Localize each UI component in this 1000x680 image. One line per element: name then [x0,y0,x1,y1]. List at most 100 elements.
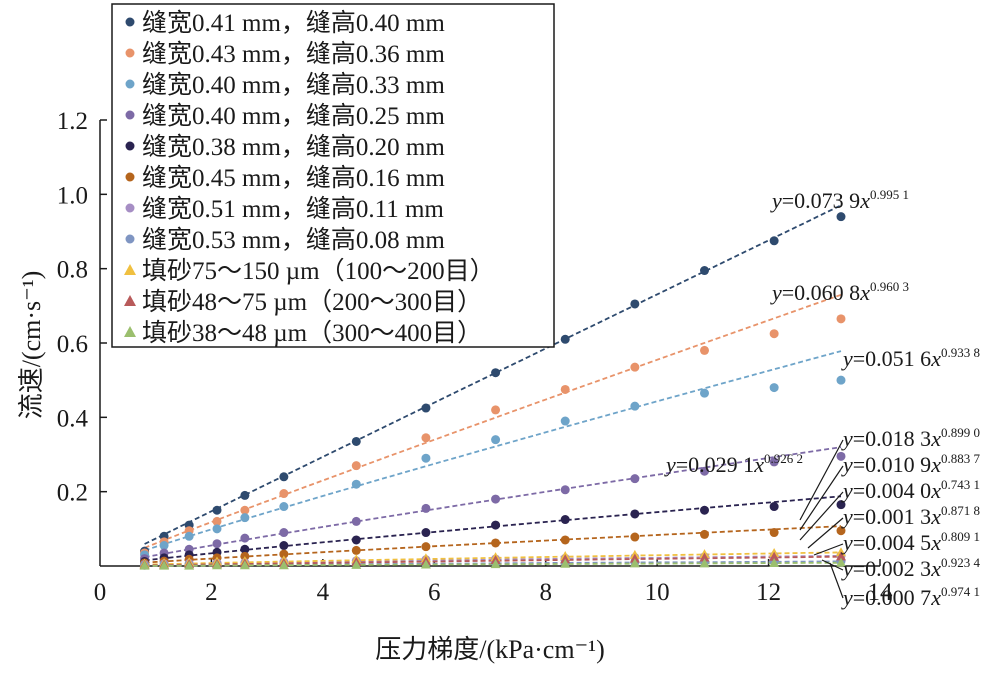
data-point-series-2 [836,314,846,324]
fit-equation-5: y=0.018 3x0.899 0 [841,425,980,451]
data-point-series-6 [769,528,779,538]
fit-line-series-2 [144,293,842,549]
fit-coefficient: =0.010 9 [853,452,931,477]
fit-x-var: x [930,556,941,581]
y-axis-label: 流速/(cm·s⁻¹) [17,271,46,420]
data-point-series-6 [351,545,361,555]
legend-marker-circle [125,48,135,58]
data-point-series-10 [836,551,846,561]
fit-equation-1: y=0.073 9x0.995 1 [770,187,909,213]
data-point-series-3 [491,435,501,445]
data-point-series-1 [769,236,779,246]
fit-equation-labels: y=0.073 9x0.995 1 y=0.060 8x0.960 3 y=0.05… [664,187,980,610]
data-point-series-3 [560,416,570,426]
fit-exponent: 0.871 8 [941,503,980,518]
fit-x-var: x [930,530,941,555]
data-point-series-11 [769,558,780,568]
fit-y-var: y [841,346,853,371]
fit-y-var: y [841,504,853,529]
data-point-series-5 [240,544,250,554]
data-point-series-5 [279,541,289,551]
data-point-series-4 [421,503,431,513]
fit-x-var: x [753,452,764,477]
data-point-series-2 [700,345,709,355]
data-point-series-4 [700,466,709,476]
legend-box [111,3,555,348]
fit-exponent: 0.809 1 [941,529,980,544]
data-point-series-11 [184,560,195,570]
data-point-series-11 [699,558,710,568]
data-point-series-4 [279,528,289,538]
data-point-series-3 [769,383,779,393]
legend-entry: 缝宽0.53 mm，缝高0.08 mm [142,226,445,254]
fit-equation-6: y=0.010 9x0.883 7 [841,451,980,477]
data-point-series-2 [240,505,250,515]
data-point-series-2 [421,433,431,443]
x-axis-ticks: 0 2 4 6 8 10 12 14 [94,559,893,606]
fit-x-var: x [859,280,870,305]
data-point-series-10 [699,552,710,562]
data-point-series-4 [351,516,361,526]
fit-equation-8: y=0.001 3x0.871 8 [841,503,980,529]
fit-x-var: x [930,504,941,529]
fit-x-var: x [930,585,941,610]
y-tick-label: 1.2 [57,108,88,135]
x-tick-label: 6 [428,579,441,606]
fit-line-series-5 [144,495,842,562]
data-point-series-4 [769,457,779,467]
fit-y-var: y [770,280,782,305]
data-point-series-6 [279,549,289,559]
data-point-series-11 [560,558,571,568]
data-point-series-2 [560,384,570,394]
fit-coefficient: =0.018 3 [853,426,931,451]
data-point-series-2 [279,489,289,499]
data-point-series-11 [239,560,250,570]
fit-y-var: y [664,452,676,477]
fit-y-var: y [841,478,853,503]
x-tick-label: 10 [645,579,670,606]
data-point-series-1 [212,505,222,515]
data-point-series-2 [630,362,640,372]
y-tick-label: 0.2 [57,480,88,507]
legend-entry: 缝宽0.38 mm，缝高0.20 mm [142,133,445,161]
data-point-series-10 [629,553,640,563]
fit-equation-4: y=0.029 1x0.926 2 [664,451,803,477]
fit-x-var: x [859,188,870,213]
legend-marker-circle [125,110,135,120]
data-point-series-11 [351,559,362,569]
fit-exponent: 0.923 4 [941,555,981,570]
data-point-series-5 [351,535,361,545]
fit-coefficient: =0.004 5 [853,530,931,555]
data-point-series-6 [630,532,640,542]
fit-y-var: y [841,452,853,477]
data-point-series-3 [421,453,431,463]
data-point-series-3 [836,375,846,385]
legend-entry: 填砂75～150 µm（100～200目） [142,257,495,285]
data-point-series-5 [836,500,846,510]
legend-entry: 缝宽0.40 mm，缝高0.33 mm [142,71,445,99]
data-point-series-11 [836,557,846,567]
fit-coefficient: =0.002 3 [853,556,931,581]
data-point-series-3 [159,541,169,551]
fit-exponent: 0.926 2 [764,451,803,466]
x-tick-label: 0 [94,579,107,606]
y-axis-ticks: 0.2 0.4 0.6 0.8 1.0 1.2 [57,108,107,507]
fit-equation-3: y=0.051 6x0.933 8 [841,345,980,371]
data-point-series-6 [836,526,846,536]
data-point-series-3 [630,401,640,411]
fit-equation-10: y=0.002 3x0.923 4 [841,555,980,581]
data-point-series-6 [700,529,709,539]
legend-entry: 缝宽0.43 mm，缝高0.36 mm [142,40,445,68]
fit-exponent: 0.743 1 [941,477,980,492]
fit-equation-2: y=0.060 8x0.960 3 [770,279,909,305]
fit-exponent: 0.960 3 [870,279,909,294]
data-point-series-1 [351,436,361,446]
data-point-series-3 [700,388,709,398]
y-tick-label: 0.8 [57,257,88,284]
x-tick-label: 12 [756,579,781,606]
x-tick-label: 2 [205,579,218,606]
data-point-series-11 [278,560,289,570]
legend-marker-circle [125,203,135,213]
x-tick-label: 8 [539,579,552,606]
